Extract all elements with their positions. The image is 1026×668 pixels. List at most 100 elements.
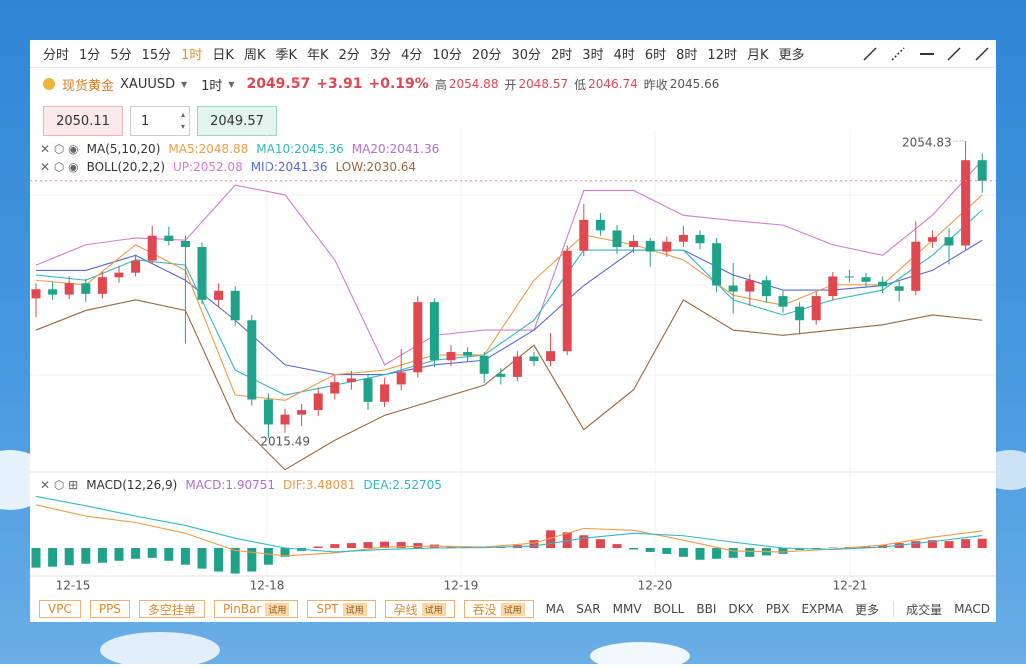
- sub-indicator[interactable]: 成交量: [906, 601, 942, 618]
- period-button[interactable]: 年K: [307, 44, 329, 63]
- tool-ray[interactable]: [864, 48, 876, 60]
- macd-bar: [314, 547, 323, 548]
- macd-bar: [32, 548, 41, 568]
- candle-body: [895, 286, 904, 291]
- macd-bar: [712, 548, 721, 559]
- period-button[interactable]: 3时: [582, 44, 603, 63]
- period-button[interactable]: 4分: [401, 44, 422, 63]
- symbol-period[interactable]: 1时: [201, 75, 222, 94]
- candle-body: [712, 243, 721, 285]
- tool-extend[interactable]: [976, 48, 988, 60]
- period-button[interactable]: 1时: [181, 44, 202, 63]
- candle-body: [198, 247, 207, 300]
- symbol-code[interactable]: XAUUSD: [120, 77, 175, 92]
- macd-bar: [961, 539, 970, 548]
- date-label: 12-15: [56, 579, 91, 593]
- tool-button[interactable]: PPS: [90, 600, 130, 618]
- trial-badge: 试用: [265, 603, 289, 616]
- period-button[interactable]: 周K: [244, 44, 266, 63]
- period-button[interactable]: 季K: [275, 44, 297, 63]
- candle-body: [696, 235, 705, 243]
- main-indicator[interactable]: PBX: [766, 602, 790, 616]
- main-indicator[interactable]: MA: [546, 602, 565, 616]
- period-button[interactable]: 15分: [142, 44, 172, 63]
- gold-icon: [42, 77, 56, 91]
- symbol-name[interactable]: 现货黄金: [62, 75, 114, 94]
- period-button[interactable]: 6时: [645, 44, 666, 63]
- macd-bar: [231, 548, 240, 574]
- macd-bar: [679, 548, 688, 557]
- macd-bar: [646, 548, 655, 552]
- main-indicator[interactable]: EXPMA: [801, 602, 843, 616]
- candle-body: [679, 235, 688, 242]
- macd-bar: [347, 543, 356, 548]
- candle-body: [430, 302, 439, 360]
- main-indicator[interactable]: BBI: [696, 602, 716, 616]
- tool-button[interactable]: 吞没试用: [464, 600, 534, 618]
- macd-bar: [978, 539, 987, 548]
- candle-body: [347, 378, 356, 382]
- low: 2046.74: [588, 77, 638, 91]
- period-button[interactable]: 5分: [110, 44, 131, 63]
- period-button[interactable]: 分时: [43, 44, 69, 63]
- main-indicator[interactable]: DKX: [728, 602, 753, 616]
- candle-body: [646, 241, 655, 252]
- period-button[interactable]: 3分: [370, 44, 391, 63]
- candle-body: [579, 220, 588, 251]
- period-button[interactable]: 10分: [432, 44, 462, 63]
- macd-bar: [579, 535, 588, 548]
- macd-bar: [413, 543, 422, 548]
- candle-body: [397, 372, 406, 384]
- candle-body: [613, 230, 622, 247]
- candle-body: [745, 280, 754, 291]
- candle-body: [878, 282, 887, 287]
- period-button[interactable]: 2时: [551, 44, 572, 63]
- tool-line[interactable]: [948, 48, 960, 60]
- macd-bar: [81, 548, 90, 564]
- buy-price: 2049.57: [210, 114, 264, 129]
- main-indicator[interactable]: MMV: [613, 602, 642, 616]
- tool-segment[interactable]: [892, 48, 904, 60]
- main-indicator[interactable]: SAR: [576, 602, 600, 616]
- tool-button[interactable]: 孕线试用: [385, 600, 455, 618]
- macd-bar: [164, 548, 173, 561]
- sell-price: 2050.11: [56, 114, 110, 129]
- period-button[interactable]: 1分: [79, 44, 100, 63]
- indicator-line: [36, 240, 982, 374]
- candle-body: [364, 378, 373, 401]
- sub-indicator[interactable]: MACD: [954, 602, 990, 616]
- macd-bar: [181, 548, 190, 565]
- period-button[interactable]: 2分: [339, 44, 360, 63]
- macd-bar: [214, 548, 223, 572]
- candle-body: [247, 320, 256, 399]
- period-button[interactable]: 日K: [212, 44, 234, 63]
- tool-button[interactable]: 多空挂单: [139, 600, 205, 618]
- macd-line: [36, 496, 982, 551]
- period-button[interactable]: 更多: [779, 44, 805, 63]
- macd-bar: [629, 548, 638, 549]
- period-button[interactable]: 4时: [614, 44, 635, 63]
- main-indicator[interactable]: BOLL: [654, 602, 685, 616]
- candle-body: [48, 289, 57, 294]
- macd-bar: [613, 544, 622, 548]
- period-button[interactable]: 12时: [707, 44, 737, 63]
- candle-body: [214, 291, 223, 300]
- date-label: 12-18: [250, 579, 285, 593]
- candle-body: [480, 356, 489, 374]
- macd-bar: [779, 548, 788, 554]
- period-button[interactable]: 20分: [472, 44, 502, 63]
- candle-body: [496, 374, 505, 377]
- period-button[interactable]: 8时: [676, 44, 697, 63]
- period-button[interactable]: 30分: [511, 44, 541, 63]
- candle-body: [413, 302, 422, 372]
- tool-button[interactable]: VPC: [39, 600, 81, 618]
- period-button[interactable]: 月K: [747, 44, 769, 63]
- main-indicator[interactable]: 更多: [855, 601, 879, 618]
- indicator-line: [36, 210, 982, 395]
- candle-body: [32, 289, 41, 298]
- candle-body: [812, 296, 821, 320]
- candle-body: [297, 410, 306, 415]
